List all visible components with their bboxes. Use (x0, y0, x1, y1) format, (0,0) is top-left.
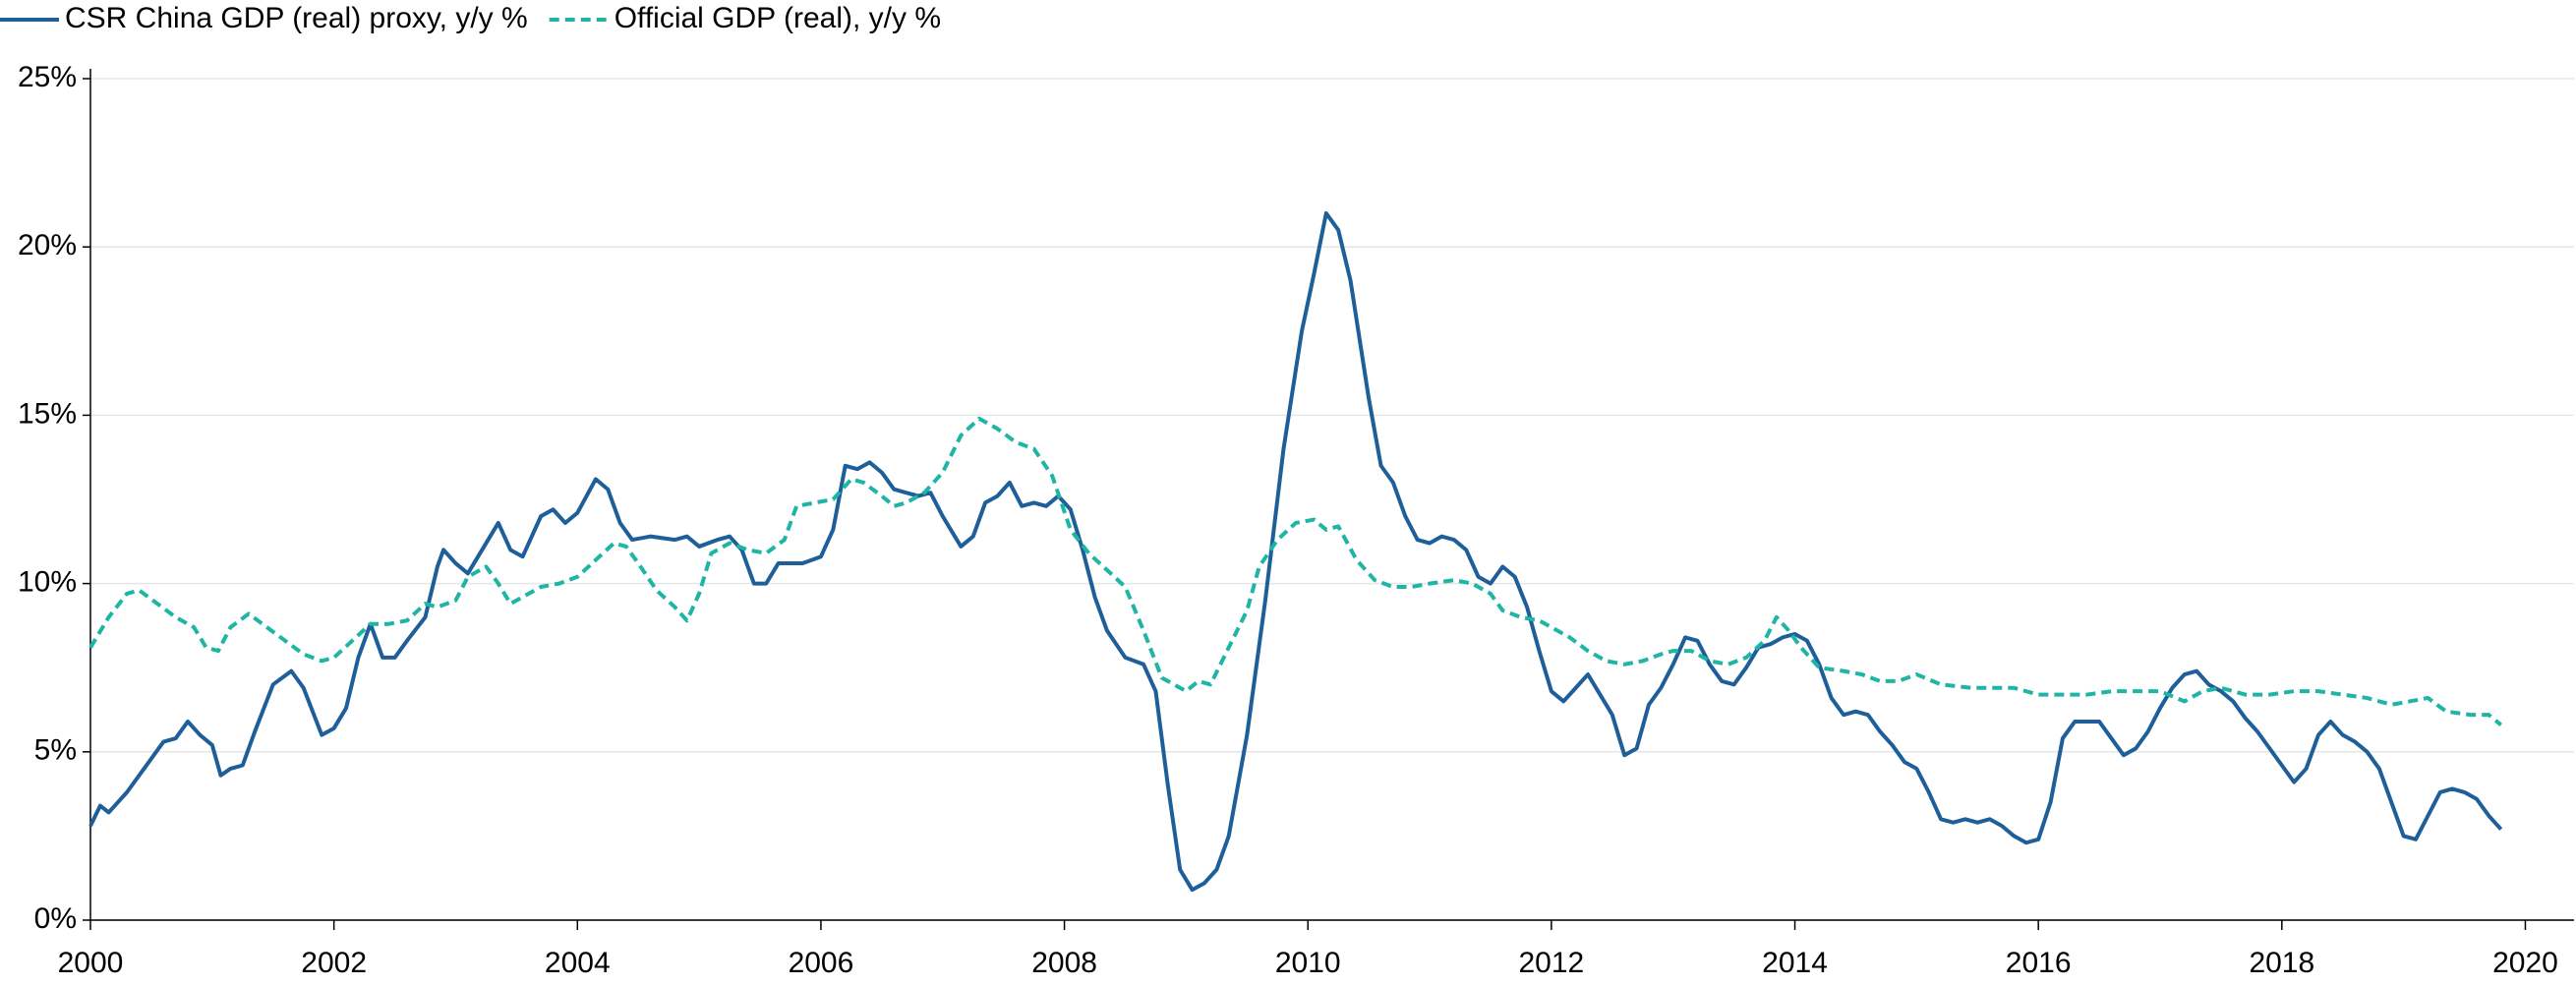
x-tick-label: 2014 (1762, 947, 1828, 979)
y-tick-label: 25% (18, 61, 77, 93)
x-tick-label: 2000 (58, 947, 124, 979)
x-tick-label: 2018 (2249, 947, 2314, 979)
series-line (88, 416, 2502, 726)
series-line (88, 210, 2503, 893)
x-tick-label: 2008 (1031, 947, 1097, 979)
legend-label: CSR China GDP (real) proxy, y/y % (65, 2, 528, 34)
x-tick-label: 2012 (1519, 947, 1585, 979)
legend-label: Official GDP (real), y/y % (615, 2, 941, 34)
y-tick-label: 5% (34, 734, 77, 767)
y-tick-label: 15% (18, 397, 77, 430)
x-tick-label: 2020 (2492, 947, 2558, 979)
x-tick-label: 2006 (789, 947, 854, 979)
x-tick-label: 2002 (301, 947, 367, 979)
x-tick-label: 2004 (545, 947, 611, 979)
y-tick-label: 0% (34, 902, 77, 935)
x-tick-label: 2016 (2006, 947, 2072, 979)
x-tick-label: 2010 (1275, 947, 1341, 979)
y-tick-label: 20% (18, 229, 77, 261)
y-tick-label: 10% (18, 566, 77, 599)
